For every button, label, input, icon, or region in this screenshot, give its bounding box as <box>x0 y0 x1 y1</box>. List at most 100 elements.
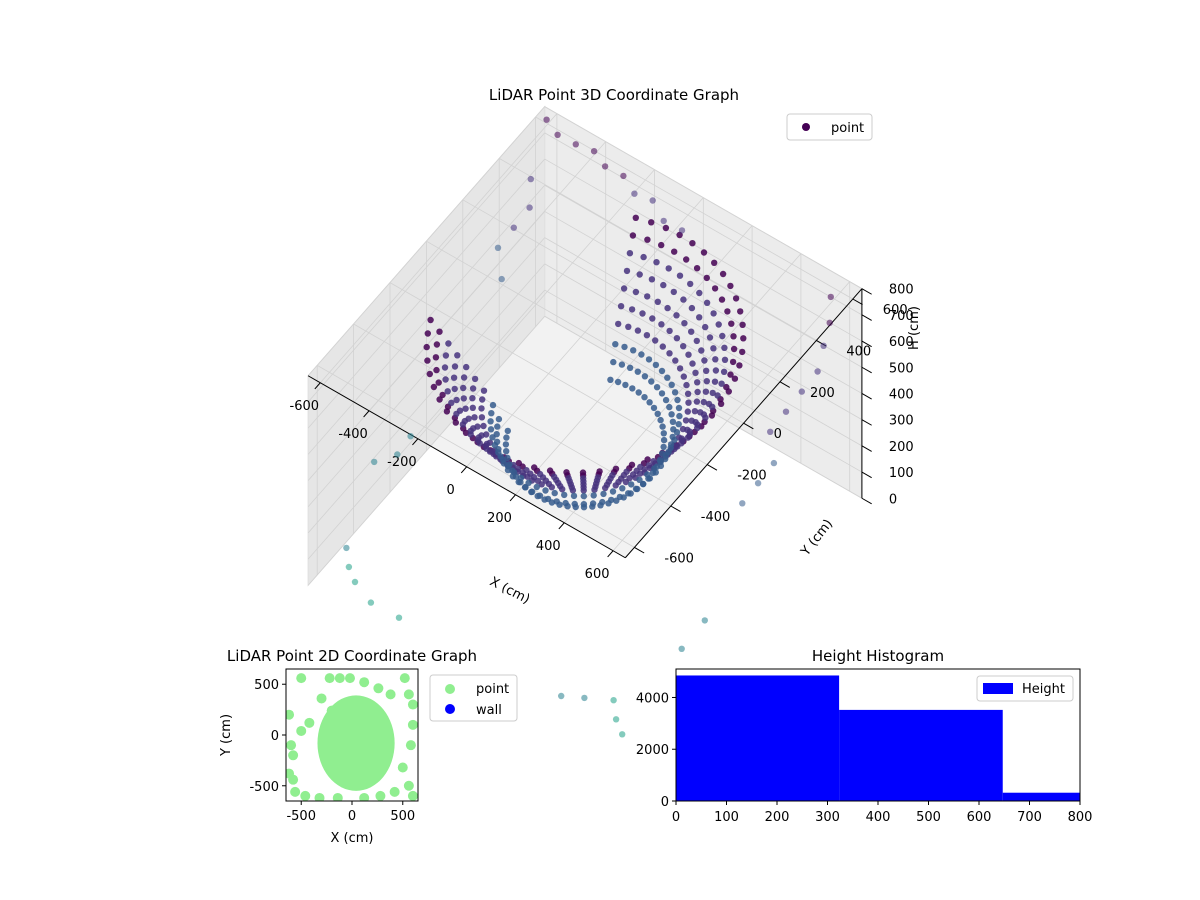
data-point-3d <box>632 214 639 221</box>
data-point-3d <box>426 370 433 378</box>
data-point-3d <box>698 347 705 354</box>
data-point-2d <box>324 673 335 684</box>
data-point-3d <box>620 494 627 501</box>
data-point-3d <box>474 423 481 430</box>
data-point-3d <box>478 405 485 412</box>
data-point-2d <box>373 683 384 694</box>
data-point-3d <box>700 398 707 406</box>
data-point-3d <box>666 327 673 335</box>
data-point-3d <box>630 347 637 354</box>
z-axis-3d-tick-label: 300 <box>889 414 914 429</box>
data-point-3d <box>692 369 699 376</box>
data-point-3d <box>685 399 692 406</box>
legend-hist: Height <box>976 675 1074 702</box>
data-point-3d <box>572 503 579 511</box>
data-point-3d <box>694 388 701 396</box>
chart-3d-points <box>343 116 834 738</box>
data-point-2d <box>399 673 410 684</box>
data-point-2d <box>296 673 307 684</box>
data-point-3d <box>605 500 612 507</box>
data-point-3d <box>626 250 634 257</box>
data-point-2d <box>407 699 418 710</box>
grid-z-side <box>307 158 546 429</box>
data-point-3d <box>711 285 719 292</box>
data-point-3d <box>602 484 609 492</box>
data-point-3d <box>436 396 443 403</box>
data-point-3d <box>622 478 630 486</box>
data-point-3d <box>662 455 669 463</box>
data-point-3d <box>660 436 668 444</box>
data-point-3d <box>712 367 720 374</box>
data-point-3d <box>673 312 680 319</box>
data-point-3d <box>621 343 628 351</box>
chart-2d-ticks: -500 0 500 -500 0 500 <box>249 678 415 824</box>
legend-2d-label-point: point <box>476 682 509 697</box>
data-point-3d <box>688 304 696 312</box>
data-point-3d <box>718 380 725 387</box>
data-point-2d <box>359 792 370 801</box>
z-axis-3d-tick <box>861 366 872 374</box>
y-axis-3d-label: Y (cm) <box>798 517 836 560</box>
grid-z-side <box>307 263 546 534</box>
data-point-3d <box>487 418 494 425</box>
data-point-3d <box>628 481 635 488</box>
x-axis-3d-tick-label: -400 <box>338 427 368 442</box>
data-point-3d <box>517 479 524 486</box>
data-point-3d <box>435 379 442 386</box>
data-point-3d <box>688 328 695 335</box>
data-point-3d <box>503 448 510 455</box>
data-point-3d <box>495 415 503 423</box>
data-point-3d <box>631 190 638 197</box>
data-point-3d <box>479 396 486 403</box>
data-point-3d <box>827 293 834 301</box>
data-point-3d <box>343 544 350 552</box>
x-axis-3d-tick <box>607 550 614 558</box>
data-point-3d <box>612 341 619 348</box>
histogram-x-tick-label: 700 <box>1017 810 1042 825</box>
data-point-3d <box>462 405 469 412</box>
data-point-2d <box>403 689 414 700</box>
legend-3d-box <box>786 113 873 141</box>
data-point-3d <box>625 323 632 330</box>
data-point-2d <box>300 790 311 801</box>
data-point-3d <box>451 385 458 393</box>
data-point-3d <box>551 489 558 497</box>
data-point-3d <box>680 373 687 380</box>
data-point-3d <box>541 496 548 503</box>
y-axis-3d-tick <box>634 546 645 554</box>
data-point-3d <box>727 371 734 378</box>
data-point-2d <box>407 719 418 730</box>
data-point-2d <box>403 780 414 791</box>
data-point-3d <box>658 390 666 397</box>
data-point-3d <box>510 224 517 231</box>
data-point-3d <box>739 500 746 507</box>
histogram-y-tick-label: 0 <box>661 795 669 810</box>
data-point-3d <box>673 335 681 342</box>
data-point-3d <box>601 163 609 170</box>
data-point-2d <box>407 790 418 801</box>
chart-3d: LiDAR Point 3D Coordinate Graph -600 -400… <box>290 86 922 738</box>
data-point-3d <box>641 394 648 401</box>
data-point-3d <box>664 374 671 381</box>
data-point-3d <box>676 412 683 420</box>
x-axis-3d-tick <box>314 382 321 390</box>
data-point-3d <box>444 388 451 395</box>
data-point-3d <box>676 272 684 279</box>
data-point-3d <box>693 337 700 345</box>
data-point-3d <box>493 431 500 438</box>
data-point-3d <box>488 410 495 417</box>
z-axis-3d-tick <box>861 288 872 295</box>
data-point-3d <box>694 379 701 386</box>
histogram-title: Height Histogram <box>812 647 944 665</box>
z-axis-3d-tick-label: 500 <box>889 361 914 376</box>
data-point-3d <box>730 333 737 340</box>
data-point-3d <box>618 361 626 368</box>
data-point-3d <box>610 358 617 366</box>
data-point-3d <box>723 383 730 391</box>
grid-z-side <box>307 132 546 403</box>
data-point-3d <box>649 469 657 476</box>
x-axis-3d-tick <box>363 410 370 418</box>
chart-3d-title: LiDAR Point 3D Coordinate Graph <box>489 86 739 104</box>
data-point-3d <box>502 441 510 448</box>
grid-z-back <box>544 289 863 473</box>
